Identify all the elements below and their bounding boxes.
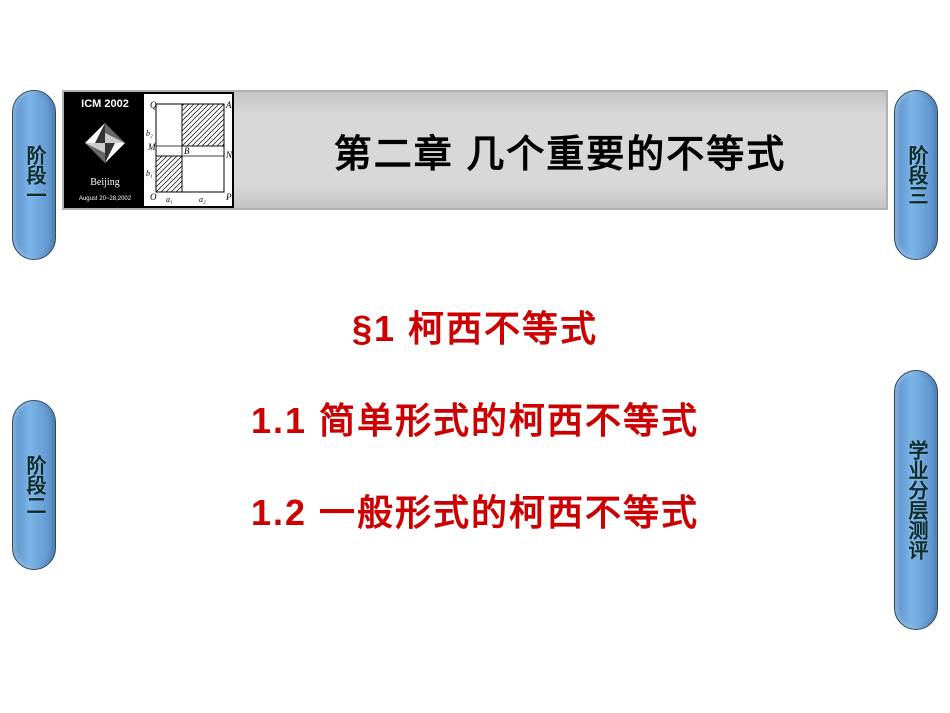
slide-content: §1 柯西不等式 1.1 简单形式的柯西不等式 1.2 一般形式的柯西不等式 (0, 260, 950, 576)
svg-text:A: A (225, 100, 232, 110)
svg-text:b₁: b₁ (146, 169, 153, 178)
nav-pill-stage-3[interactable]: 阶段三 (894, 90, 938, 260)
svg-text:a₂: a₂ (199, 195, 206, 204)
nav-pill-stage-1[interactable]: 阶段一 (12, 90, 56, 260)
icm-city: Beijing (90, 177, 119, 188)
chapter-title-bar: ICM 2002 Beijing August 20~28,2002 (62, 90, 888, 210)
svg-text:P: P (225, 192, 232, 202)
icm-badge: ICM 2002 Beijing August 20~28,2002 (66, 94, 144, 206)
section-heading: §1 柯西不等式 (0, 300, 950, 352)
icm-date: August 20~28,2002 (79, 196, 131, 202)
nav-label: 阶段三 (900, 145, 932, 205)
svg-text:Q: Q (150, 100, 157, 110)
icm-year: ICM 2002 (81, 98, 129, 110)
svg-text:a₁: a₁ (166, 195, 173, 204)
nav-label: 阶段一 (18, 145, 50, 205)
icm-diagram: Q A M B N O P b₂ b₁ a₁ a₂ (144, 94, 232, 206)
svg-text:b₂: b₂ (146, 129, 153, 138)
svg-text:O: O (150, 192, 157, 202)
icm-logo-box: ICM 2002 Beijing August 20~28,2002 (64, 92, 234, 208)
icm-pinwheel-icon (80, 118, 130, 168)
subsection-2: 1.2 一般形式的柯西不等式 (0, 484, 950, 536)
chapter-title: 第二章 几个重要的不等式 (234, 123, 886, 178)
svg-text:N: N (225, 150, 232, 160)
subsection-1: 1.1 简单形式的柯西不等式 (0, 392, 950, 444)
svg-text:M: M (147, 142, 156, 152)
svg-text:B: B (184, 146, 190, 156)
